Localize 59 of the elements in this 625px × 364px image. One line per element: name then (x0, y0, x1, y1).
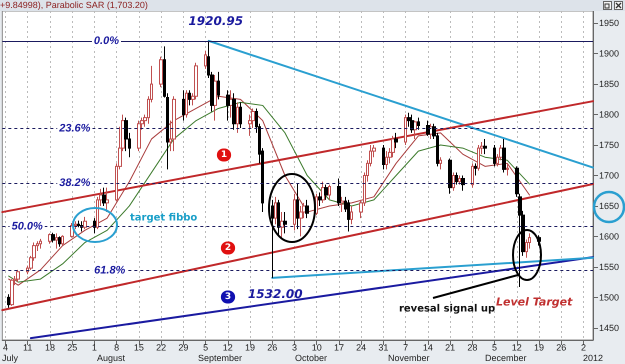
annotation: Level Target (496, 296, 574, 308)
x-tick-label: 19 (245, 342, 256, 352)
annotation: target fibbo (130, 212, 198, 224)
x-tick-label: 10 (312, 342, 322, 352)
y-tick-label: 1700 (599, 170, 620, 180)
y-tick-label: 1750 (599, 140, 620, 150)
text: July (2, 353, 19, 363)
x-tick-label: 12 (222, 342, 233, 352)
annotation: 1920.95 (188, 14, 244, 28)
text: October (295, 353, 328, 363)
text: September (198, 353, 242, 363)
x-tick-label: 8 (114, 342, 120, 352)
annotation: 3 (224, 292, 232, 302)
x-tick-label: 1 (92, 342, 97, 352)
annotation: 1532.00 (248, 286, 303, 301)
y-tick-label: 1600 (599, 231, 620, 242)
x-tick-label: 3 (292, 342, 297, 352)
annotation: revesal signal up (398, 303, 496, 314)
y-tick-label: 1950 (599, 18, 620, 28)
text: December (485, 353, 527, 363)
x-tick-label: 19 (534, 342, 544, 352)
x-tick-label: 5 (203, 342, 208, 352)
x-tick-label: 2 (580, 342, 586, 352)
x-tick-label: 14 (422, 342, 433, 352)
y-tick-label: 1500 (599, 292, 620, 302)
x-tick-label: 12 (512, 342, 522, 352)
y-tick-label: 1800 (599, 110, 620, 120)
x-tick-label: 5 (492, 342, 498, 352)
x-tick-label: 21 (445, 342, 456, 352)
annotation: 1 (220, 150, 228, 160)
y-tick-label: 1550 (599, 262, 620, 272)
x-tick-label: 22 (156, 342, 166, 352)
annotation: 23.6% (58, 122, 91, 135)
x-tick-label: 26 (556, 342, 566, 352)
x-tick-label: 26 (267, 342, 278, 352)
x-tick-label: 24 (356, 342, 366, 352)
annotation: 38.2% (59, 176, 91, 189)
x-tick-label: 17 (334, 342, 344, 352)
annotation: 61.8% (94, 264, 126, 277)
y-tick-label: 1900 (599, 48, 620, 59)
x-tick-label: 4 (2, 342, 8, 352)
y-tick-label: 1850 (599, 79, 620, 90)
annotation: 2 (224, 243, 232, 253)
x-tick-label: 15 (134, 342, 144, 352)
x-tick-label: 29 (178, 342, 188, 352)
x-tick-label: 7 (403, 342, 408, 352)
x-tick-label: 31 (378, 342, 388, 352)
x-tick-label: 18 (44, 342, 55, 352)
y-tick-label: 1450 (599, 322, 620, 333)
text: 2012 (583, 353, 604, 363)
annotation: 50.0% (12, 220, 43, 233)
chart-title: +9.84998), Parabolic SAR (1,703.20) (0, 0, 625, 11)
text: November (388, 353, 430, 363)
annotation: 0.0% (94, 34, 120, 47)
x-tick-label: 11 (23, 342, 32, 352)
x-tick-label: 25 (67, 342, 78, 352)
y-tick-label: 1650 (599, 200, 620, 211)
x-tick-label: 28 (467, 342, 478, 352)
text: August (97, 353, 126, 363)
